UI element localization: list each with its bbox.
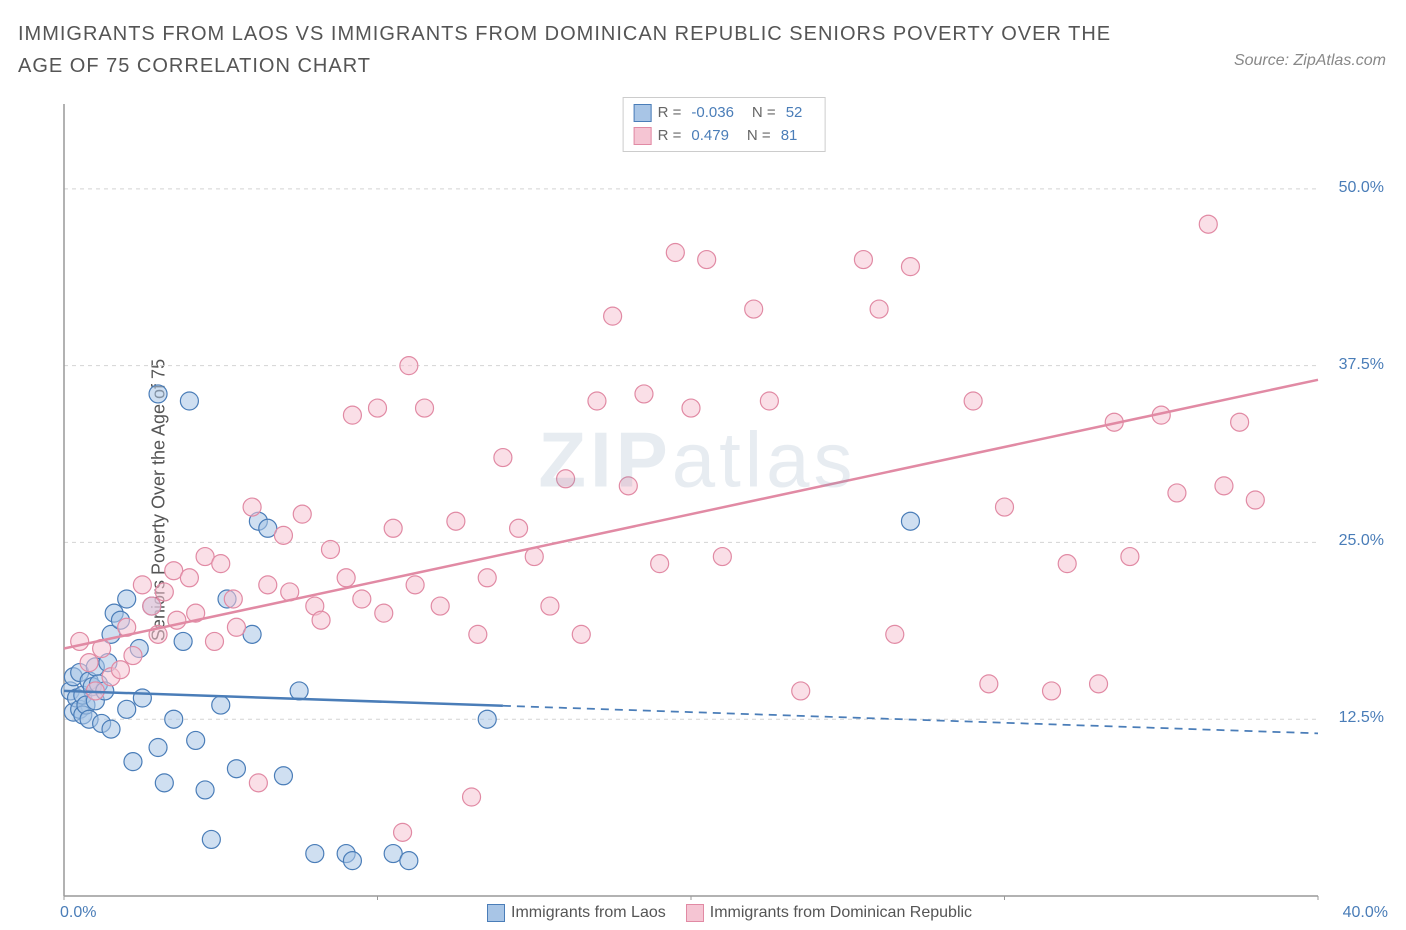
swatch-icon — [634, 104, 652, 122]
series-name: Immigrants from Laos — [511, 904, 666, 922]
r-label: R = — [658, 102, 682, 125]
y-tick-label: 12.5% — [1339, 709, 1384, 727]
n-label: N = — [747, 125, 771, 148]
r-value: 0.479 — [691, 125, 729, 148]
n-value: 52 — [786, 102, 803, 125]
stats-legend: R = -0.036 N = 52 R = 0.479 N = 81 — [623, 97, 826, 152]
r-value: -0.036 — [691, 102, 734, 125]
r-label: R = — [658, 125, 682, 148]
x-tick-max: 40.0% — [1343, 904, 1388, 922]
chart-title: IMMIGRANTS FROM LAOS VS IMMIGRANTS FROM … — [18, 18, 1118, 82]
y-tick-label: 37.5% — [1339, 356, 1384, 374]
legend-row-laos: R = -0.036 N = 52 — [634, 102, 815, 125]
swatch-icon — [686, 904, 704, 922]
legend-item-dr: Immigrants from Dominican Republic — [686, 904, 972, 922]
swatch-icon — [634, 127, 652, 145]
series-name: Immigrants from Dominican Republic — [710, 904, 972, 922]
n-value: 81 — [781, 125, 798, 148]
n-label: N = — [752, 102, 776, 125]
y-tick-label: 50.0% — [1339, 179, 1384, 197]
x-axis-legend: 0.0% Immigrants from Laos Immigrants fro… — [60, 904, 1388, 922]
y-tick-label: 25.0% — [1339, 532, 1384, 550]
swatch-icon — [487, 904, 505, 922]
source-credit: Source: ZipAtlas.com — [1234, 52, 1386, 70]
scatter-plot: ZIPatlas R = -0.036 N = 52 R = 0.479 N =… — [60, 100, 1388, 900]
legend-row-dr: R = 0.479 N = 81 — [634, 125, 815, 148]
legend-item-laos: Immigrants from Laos — [487, 904, 666, 922]
x-tick-min: 0.0% — [60, 904, 96, 922]
